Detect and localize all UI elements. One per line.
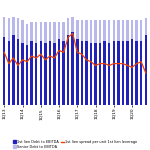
Bar xyxy=(39,22,42,41)
Bar xyxy=(117,41,120,105)
Bar xyxy=(131,39,133,105)
Bar xyxy=(49,41,51,105)
Bar xyxy=(126,41,129,105)
Bar xyxy=(99,20,101,43)
Bar xyxy=(94,43,97,105)
Bar xyxy=(135,41,138,105)
Bar xyxy=(122,41,124,105)
Bar xyxy=(76,20,79,39)
Bar xyxy=(21,43,24,105)
Bar xyxy=(62,41,65,105)
Bar xyxy=(71,32,74,105)
Legend: 1st lien Debt to EBITDA, Senior Debt to EBITDA, 1st lien spread per unit 1st lie: 1st lien Debt to EBITDA, Senior Debt to … xyxy=(13,140,137,149)
Bar xyxy=(3,16,6,37)
Bar xyxy=(26,24,28,45)
Bar xyxy=(117,20,120,41)
Bar xyxy=(35,22,38,43)
Bar xyxy=(131,20,133,39)
Bar xyxy=(103,20,106,41)
Bar xyxy=(94,20,97,43)
Bar xyxy=(99,43,101,105)
Bar xyxy=(144,35,147,105)
Bar xyxy=(140,41,142,105)
Bar xyxy=(30,41,33,105)
Bar xyxy=(44,43,47,105)
Bar xyxy=(144,18,147,35)
Bar xyxy=(67,18,69,35)
Bar xyxy=(90,43,92,105)
Bar xyxy=(30,22,33,41)
Bar xyxy=(108,20,111,43)
Bar xyxy=(81,41,83,105)
Bar xyxy=(53,22,56,43)
Bar xyxy=(8,41,10,105)
Bar xyxy=(112,20,115,41)
Bar xyxy=(71,16,74,32)
Bar xyxy=(90,20,92,43)
Bar xyxy=(58,22,60,39)
Bar xyxy=(85,41,88,105)
Bar xyxy=(35,43,38,105)
Bar xyxy=(21,20,24,43)
Bar xyxy=(17,18,19,39)
Bar xyxy=(49,22,51,41)
Bar xyxy=(12,35,15,105)
Bar xyxy=(44,22,47,43)
Bar xyxy=(140,20,142,41)
Bar xyxy=(81,20,83,41)
Bar xyxy=(26,45,28,105)
Bar xyxy=(76,39,79,105)
Bar xyxy=(112,41,115,105)
Bar xyxy=(12,16,15,35)
Bar xyxy=(135,20,138,41)
Bar xyxy=(53,43,56,105)
Bar xyxy=(8,18,10,41)
Bar xyxy=(67,35,69,105)
Bar xyxy=(39,41,42,105)
Bar xyxy=(17,39,19,105)
Bar xyxy=(62,22,65,41)
Bar xyxy=(3,37,6,105)
Bar xyxy=(58,39,60,105)
Bar xyxy=(122,20,124,41)
Bar xyxy=(126,20,129,41)
Bar xyxy=(108,43,111,105)
Bar xyxy=(85,20,88,41)
Bar xyxy=(103,41,106,105)
